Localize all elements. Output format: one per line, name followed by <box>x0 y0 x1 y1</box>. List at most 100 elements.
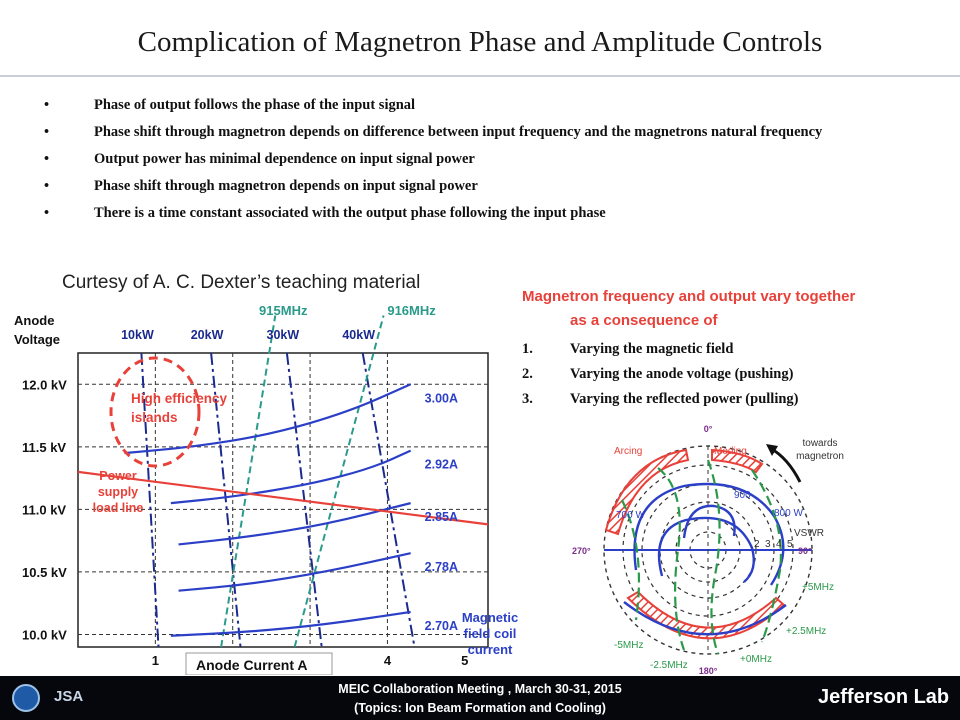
annotation-efficiency: High efficiency islands <box>131 391 228 425</box>
field-curve-label: 2.92A <box>425 458 458 472</box>
bullet-dot: • <box>44 178 50 194</box>
power-contour-700 <box>633 482 785 586</box>
power-label-800: 800 W <box>774 508 803 519</box>
operating-chart: Anode Voltage 12.0 kV 11.5 kV 11.0 kV 10.5 k… <box>14 303 518 675</box>
field-curve-label: 2.85A <box>425 510 458 524</box>
frequency-offset-label: -2.5MHz <box>650 660 688 671</box>
power-line <box>210 352 242 648</box>
freq-contour <box>706 459 721 655</box>
bullet-dot: • <box>44 151 50 167</box>
freq-contour <box>657 467 686 651</box>
bullet-list: • Phase of output follows the phase of th… <box>44 96 924 231</box>
bullet-dot: • <box>44 97 50 113</box>
load-line <box>77 470 489 526</box>
annotation-load-line: Power supply load line <box>93 469 144 515</box>
title-bar: Complication of Magnetron Phase and Ampl… <box>0 0 960 78</box>
frequency-labels: 915MHz 916MHz <box>259 303 436 318</box>
frequency-line <box>220 315 277 648</box>
x-axis-label: Anode Current A <box>196 657 307 673</box>
x-tick-label: 4 <box>384 653 392 668</box>
power-contour-900 <box>682 504 736 539</box>
angle-label-bottom: 180° <box>699 666 718 676</box>
y-tick-label: 12.0 kV <box>22 377 67 392</box>
plot-frame <box>77 352 489 648</box>
jsa-logo: JSA <box>54 688 84 705</box>
bullet-item: • Phase shift through magnetron depends o… <box>44 178 478 194</box>
field-curve <box>170 610 411 637</box>
vswr-value: 3 <box>765 539 771 550</box>
power-contour-bottom <box>623 601 787 636</box>
power-label: 10kW <box>121 328 154 342</box>
rieke-diagram: 0° 90° 180° 270° Arcing Moding towards ma… <box>572 424 844 676</box>
field-curve-label: 2.70A <box>425 619 458 633</box>
power-label-900: 900 <box>734 490 751 501</box>
frequency-offset-label: +2.5MHz <box>786 626 826 637</box>
footer: JSA MEIC Collaboration Meeting , March 3… <box>0 676 960 720</box>
footer-text: MEIC Collaboration Meeting , March 30-31… <box>338 682 622 715</box>
y-tick-labels: 12.0 kV 11.5 kV 11.0 kV 10.5 kV 10.0 kV <box>22 377 67 642</box>
bullet-item: • Phase shift through magnetron depends o… <box>44 124 823 140</box>
doe-logo <box>12 684 40 712</box>
vswr-value: 5 <box>787 539 793 550</box>
field-curve-labels: 3.00A 2.92A 2.85A 2.78A 2.70A <box>425 391 458 633</box>
y-tick-label: 10.5 kV <box>22 565 67 580</box>
cause-item: 2. Varying the anode voltage (pushing) <box>522 366 794 382</box>
power-labels: 10kW 20kW 30kW 40kW <box>121 328 375 342</box>
freq-contour <box>621 499 640 621</box>
field-curves <box>124 383 412 637</box>
bullet-item: • Output power has minimal dependence on … <box>44 151 475 167</box>
power-contour-800 <box>657 516 755 583</box>
towards-label: towards magnetron <box>796 438 844 462</box>
y-tick-label: 11.5 kV <box>22 440 66 455</box>
vswr-label: VSWR <box>794 528 824 539</box>
frequency-label: 916MHz <box>387 303 436 318</box>
frequency-offset-label: +5MHz <box>802 582 834 593</box>
power-label: 30kW <box>267 328 300 342</box>
arrow-head <box>766 444 778 456</box>
angle-label-top: 0° <box>704 424 713 434</box>
title-divider <box>0 75 960 77</box>
credit-text: Curtesy of A. C. Dexter’s teaching mater… <box>62 272 421 293</box>
bullet-dot: • <box>44 205 50 221</box>
jefferson-lab-logo: Jefferson Lab <box>818 686 950 708</box>
bottom-hatched-region <box>626 590 786 640</box>
y-tick-label: 11.0 kV <box>22 502 66 517</box>
page-title: Complication of Magnetron Phase and Ampl… <box>137 26 823 58</box>
efficiency-circle <box>109 356 201 468</box>
field-curve <box>170 449 412 505</box>
bullet-dot: • <box>44 124 50 140</box>
annotation-coil-current: Magnetic field coil current <box>462 610 518 657</box>
frequency-offset-label: +0MHz <box>740 654 772 665</box>
moding-region <box>711 448 764 474</box>
bullet-item: • There is a time constant associated wit… <box>44 205 606 221</box>
angle-label-left: 270° <box>572 546 591 556</box>
x-tick-label: 5 <box>461 653 468 668</box>
cause-list: 1. Varying the magnetic field 2. Varying t… <box>522 337 952 412</box>
y-tick-label: 10.0 kV <box>22 627 67 642</box>
field-curve <box>124 383 412 455</box>
angle-label-right: 90° <box>798 546 812 556</box>
bullet-item: • Phase of output follows the phase of th… <box>44 97 416 113</box>
x-tick-label: 1 <box>152 653 159 668</box>
x-axis-label-box <box>185 652 333 675</box>
power-line <box>140 352 160 648</box>
frequency-offset-label: -5MHz <box>614 640 643 651</box>
vswr-value: 4 <box>776 539 782 550</box>
right-heading: Magnetron frequency and output vary toge… <box>522 288 856 305</box>
power-label-700: 700 W <box>616 510 645 521</box>
field-curve-label: 3.00A <box>425 391 458 405</box>
moding-label: Moding <box>714 446 747 457</box>
frequency-lines <box>220 315 385 648</box>
frequency-label: 915MHz <box>259 303 308 318</box>
frequency-offset-labels: +5MHz +2.5MHz +0MHz -2.5MHz -5MHz <box>614 582 834 671</box>
vswr-value: 2 <box>754 539 760 550</box>
freq-contour <box>751 469 782 643</box>
cause-item: 3. Varying the reflected power (pulling) <box>522 391 799 407</box>
gridlines <box>78 353 488 647</box>
arcing-label: Arcing <box>614 446 642 457</box>
arcing-region <box>604 448 690 536</box>
right-heading-continued: as a consequence of <box>570 312 718 329</box>
field-curve-label: 2.78A <box>425 560 458 574</box>
y-axis-label: Anode Voltage <box>14 313 60 347</box>
